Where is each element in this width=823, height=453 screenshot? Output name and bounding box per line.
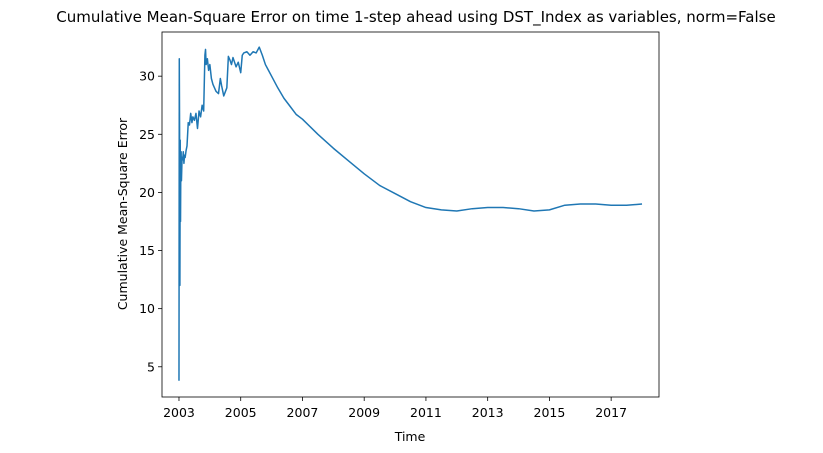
x-tick-label: 2017 bbox=[595, 405, 627, 420]
plot-area bbox=[161, 31, 660, 398]
plot-background bbox=[162, 32, 659, 397]
x-axis-ticks: 2003 2005 2007 2009 2011 2013 2015 2017 bbox=[163, 397, 627, 420]
y-tick-label: 30 bbox=[139, 69, 155, 84]
y-tick-label: 10 bbox=[139, 301, 155, 316]
x-tick-label: 2015 bbox=[534, 405, 566, 420]
y-axis-ticks: 5 10 15 20 25 30 bbox=[139, 69, 162, 374]
y-tick-label: 5 bbox=[147, 359, 155, 374]
x-tick-label: 2013 bbox=[472, 405, 504, 420]
y-axis-label: Cumulative Mean-Square Error bbox=[115, 117, 130, 310]
x-tick-label: 2005 bbox=[225, 405, 257, 420]
y-tick-label: 20 bbox=[139, 185, 155, 200]
x-axis-label: Time bbox=[394, 429, 426, 444]
axes-frame bbox=[161, 31, 660, 398]
chart-title: Cumulative Mean-Square Error on time 1-s… bbox=[56, 8, 775, 27]
y-tick-label: 25 bbox=[139, 127, 155, 142]
x-tick-label: 2007 bbox=[287, 405, 319, 420]
x-tick-label: 2009 bbox=[348, 405, 380, 420]
y-tick-label: 15 bbox=[139, 243, 155, 258]
x-tick-label: 2011 bbox=[410, 405, 442, 420]
series-line bbox=[178, 46, 643, 381]
x-tick-label: 2003 bbox=[163, 405, 195, 420]
